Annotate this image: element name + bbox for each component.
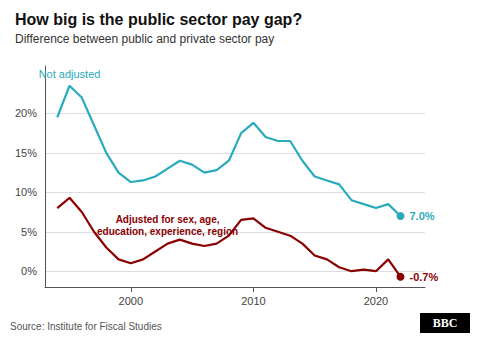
svg-text:-0.7%: -0.7% [409, 271, 438, 283]
svg-text:Difference between public and: Difference between public and private se… [15, 32, 274, 46]
svg-text:2010: 2010 [241, 295, 265, 307]
svg-text:education, experience, region: education, experience, region [97, 226, 238, 237]
svg-text:10%: 10% [15, 186, 37, 198]
svg-text:2000: 2000 [119, 295, 143, 307]
svg-text:5%: 5% [21, 226, 37, 238]
svg-text:20%: 20% [15, 107, 37, 119]
svg-text:How big is the public sector p: How big is the public sector pay gap? [15, 11, 302, 28]
svg-text:0%: 0% [21, 265, 37, 277]
svg-text:2020: 2020 [364, 295, 388, 307]
svg-text:7.0%: 7.0% [409, 210, 434, 222]
svg-text:Source: Institute for Fiscal S: Source: Institute for Fiscal Studies [10, 321, 162, 332]
svg-text:Not adjusted: Not adjusted [39, 68, 101, 80]
svg-text:15%: 15% [15, 147, 37, 159]
svg-text:Adjusted for sex, age,: Adjusted for sex, age, [116, 214, 220, 225]
svg-text:BBC: BBC [433, 316, 458, 330]
